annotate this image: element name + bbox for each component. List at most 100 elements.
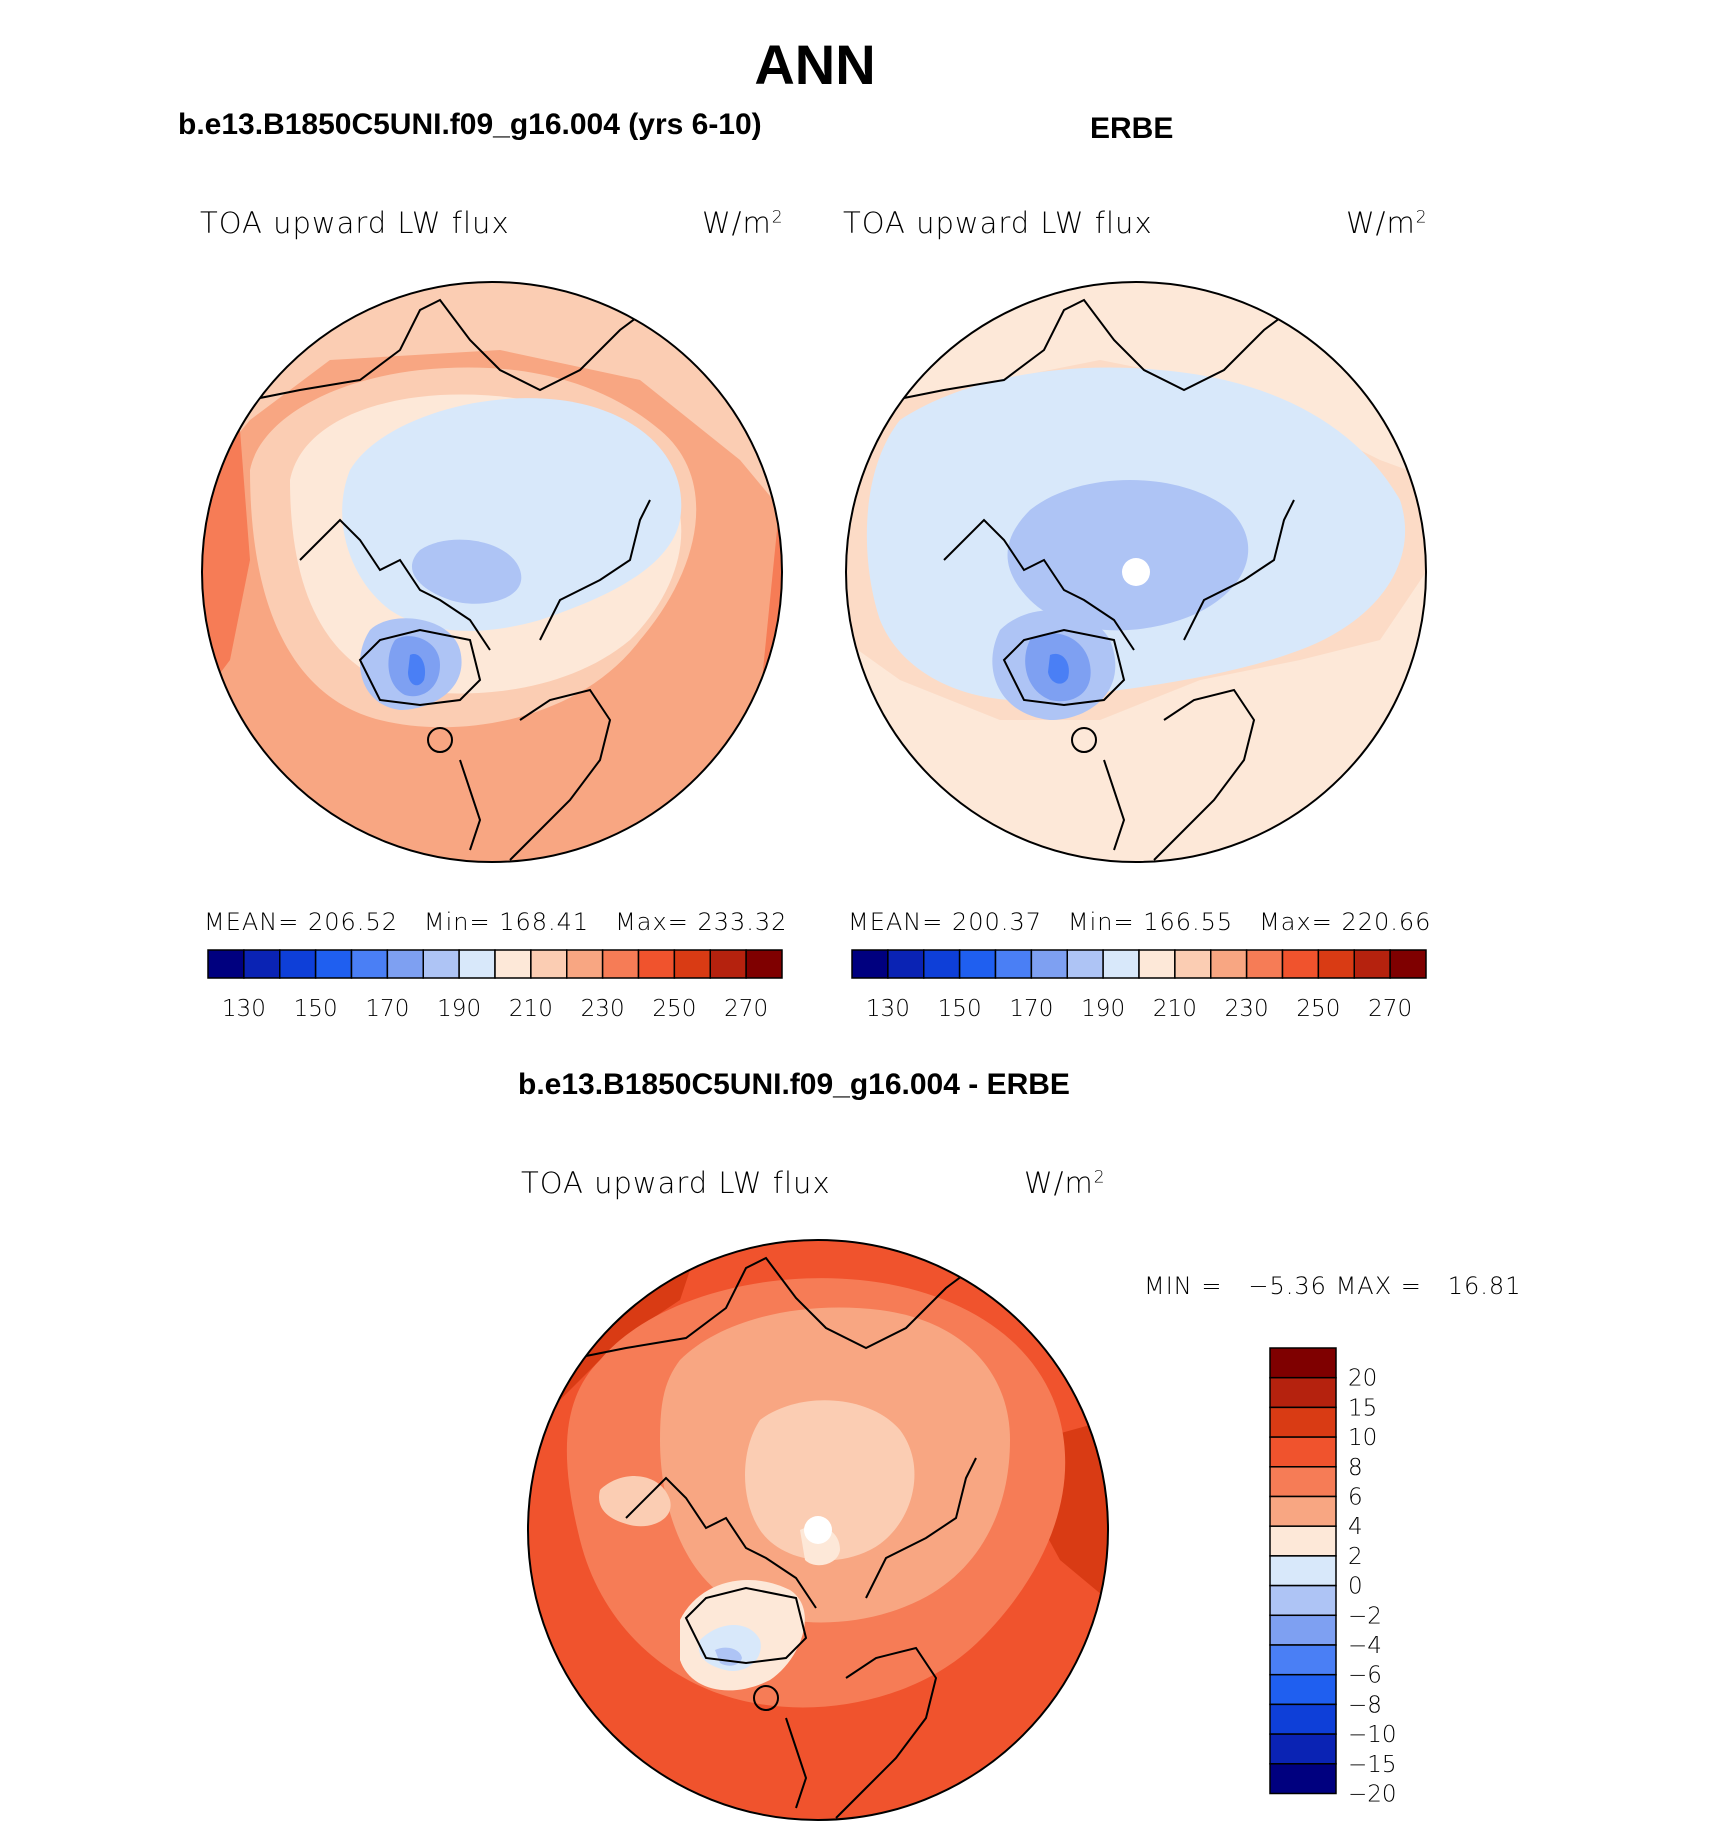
panel1-colorbar: 130 150 170 190 210 230 250 270 [207,949,783,1022]
diff-colorbar-box [1269,1763,1337,1795]
diff-coastlines [575,1256,987,1819]
panel2-units: W/m2 [1346,206,1428,240]
panel2-colorbar-box [887,949,925,979]
panel2-min: 166.55 [1143,908,1234,936]
diff-globe-border [527,1239,1109,1821]
diff-map [528,1240,1108,1820]
diff-minmax: MIN = −5.36 MAX = 16.81 [1144,1272,1522,1300]
panel2-mean: 200.37 [952,908,1042,936]
panel1-colorbar-box [350,949,389,979]
panel1-colorbar-box [494,949,532,979]
panel2-stats: MEAN= 200.37 Min= 166.55 Max= 220.66 [848,908,1432,936]
diff-colorbar-box [1269,1673,1337,1706]
diff-colorbar-box [1269,1495,1337,1527]
panel1-colorbar-box [601,949,640,979]
panel1-colorbar-box [243,949,281,979]
panel1-colorbar-box [530,949,568,979]
diff-colorbar-label: −4 [1348,1633,1382,1659]
panel1-colorbar-box [673,949,711,979]
diff-colorbar-box [1269,1466,1337,1498]
panel1-colorbar-box [279,949,317,979]
diff-colorbar-box [1269,1525,1337,1557]
panel1-colorbar-label: 250 [652,996,696,1022]
diff-colorbar-box [1269,1376,1337,1409]
panel2-colorbar-box [1174,949,1212,979]
diff-colorbar-label: 4 [1348,1514,1363,1540]
panel1-colorbar-label: 210 [509,996,553,1022]
panel2-colorbar-label: 190 [1081,996,1125,1022]
panel1-title: b.e13.B1850C5UNI.f09_g16.004 (yrs 6-10) [178,108,762,141]
panel2-map [846,282,1426,862]
diff-colorbar-label: 6 [1348,1485,1363,1511]
panel2-colorbar-box [994,949,1033,979]
diff-colorbar-label: 10 [1348,1425,1377,1451]
diff-colorbar-label: 8 [1348,1455,1363,1481]
panel2-colorbar-box [958,949,997,979]
panel1-colorbar-box [566,949,604,979]
diff-colorbar-label: 2 [1348,1544,1363,1570]
diff-units: W/m2 [1024,1166,1106,1200]
panel2-colorbar-box [1138,949,1176,979]
panel2-colorbar-label: 130 [866,996,910,1022]
panel2-colorbar-box [1066,949,1104,979]
panel2-variable-label: TOA upward LW flux [843,206,1153,240]
diff-colorbar-label: −15 [1348,1752,1397,1778]
panel2-colorbar-label: 210 [1153,996,1197,1022]
panel1-colorbar-box [314,949,353,979]
diff-colorbar-label: −10 [1348,1722,1397,1748]
panel1-mean: 206.52 [308,908,398,936]
panel2-colorbar-box [1389,949,1427,979]
diff-colorbar-box [1269,1555,1337,1587]
diff-colorbar-box [1269,1703,1337,1735]
panel2-colorbar-box [1030,949,1068,979]
panel1-colorbar-box [709,949,747,979]
diff-colorbar-box [1269,1733,1337,1765]
diff-colorbar-box [1269,1614,1337,1646]
diff-colorbar-box [1269,1644,1337,1676]
panel1-min: 168.41 [499,908,590,936]
panel2-colorbar-box [1317,949,1355,979]
panel1-globe-border [201,281,783,863]
panel2-title: ERBE [1090,112,1174,145]
panel1-colorbar-box [637,949,676,979]
diff-title: b.e13.B1850C5UNI.f09_g16.004 - ERBE [518,1068,1070,1101]
main-title: ANN [754,33,876,96]
diff-colorbar-label: −2 [1348,1603,1382,1629]
panel2-max: 220.66 [1341,908,1432,936]
diff-colorbar-box [1269,1436,1337,1468]
panel1-colorbar-box [422,949,460,979]
panel1-variable-label: TOA upward LW flux [200,206,510,240]
panel2-colorbar-label: 230 [1225,996,1269,1022]
panel2-colorbar-box [923,949,961,979]
panel2-colorbar: 130 150 170 190 210 230 250 270 [851,949,1427,1022]
panel2-colorbar-label: 170 [1009,996,1053,1022]
diff-colorbar-label: −8 [1348,1692,1382,1718]
diff-colorbar-label: −6 [1348,1663,1382,1689]
diff-colorbar-box [1269,1347,1337,1379]
panel2-colorbar-box [1102,949,1140,979]
panel2-colorbar-box [1281,949,1320,979]
panel1-colorbar-label: 230 [581,996,625,1022]
panel1-colorbar-label: 150 [294,996,338,1022]
panel1-colorbar-label: 170 [365,996,409,1022]
diff-colorbar-box [1269,1584,1337,1617]
panel2-colorbar-label: 270 [1368,996,1412,1022]
diff-variable-label: TOA upward LW flux [521,1166,831,1200]
diff-colorbar-label: 15 [1348,1395,1377,1421]
diff-colorbar-label: 0 [1348,1574,1363,1600]
panel1-units: W/m2 [702,206,784,240]
panel1-colorbar-label: 270 [724,996,768,1022]
panel1-colorbar-box [745,949,783,979]
diff-colorbar-box [1269,1406,1337,1438]
diff-min: −5.36 [1248,1272,1327,1300]
panel1-colorbar-label: 130 [222,996,266,1022]
panel2-colorbar-label: 150 [938,996,982,1022]
panel1-max: 233.32 [697,908,788,936]
panel1-coastlines [249,298,661,861]
panel2-colorbar-box [851,949,889,979]
panel1-colorbar-box [207,949,245,979]
diff-colorbar-label: −20 [1348,1782,1397,1808]
panel1-colorbar-box [458,949,496,979]
